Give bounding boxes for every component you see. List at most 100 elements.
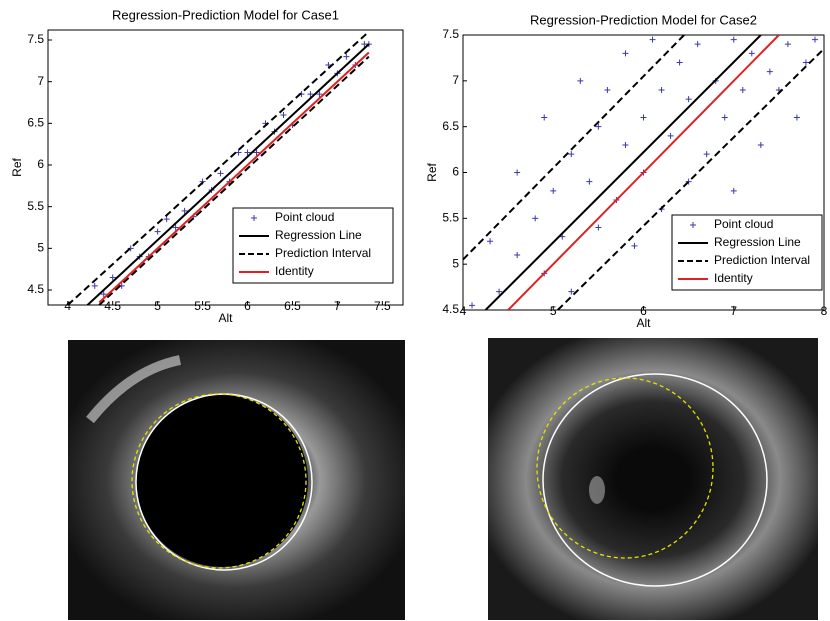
y-tick-label: 7.5 [442,27,459,41]
point [595,224,602,231]
point [568,288,575,295]
line [484,35,762,310]
point [703,151,710,158]
line [86,43,370,305]
point [793,114,800,121]
x-tick-label: 6.5 [284,299,301,313]
chart-title: Regression-Prediction Model for Case1 [112,7,339,22]
point [316,91,323,98]
x-tick-label: 4.5 [104,299,121,313]
point [514,252,521,258]
y-tick-label: 4.5 [27,282,44,296]
y-tick-label: 4.5 [442,302,459,316]
legend-box [671,214,823,291]
point [730,187,737,194]
line [507,35,780,310]
point [172,224,179,231]
point [83,312,89,318]
legend-box [232,207,394,284]
point [649,36,656,43]
point [217,170,224,177]
x-tick-label: 7 [730,304,737,318]
point [694,41,701,48]
y-tick-label: 7.5 [27,32,44,46]
y-tick-label: 6 [37,157,44,171]
point [163,216,170,223]
legend-label: Regression Line [714,235,801,249]
x-tick-label: 4 [460,304,467,318]
line [463,35,824,310]
y-axis-label: Ref [10,158,24,177]
legend-label: Identity [714,271,753,285]
chart: Regression-Prediction Model for Case2 Alt… [425,12,827,330]
point [640,114,647,121]
point [721,114,728,121]
point [532,215,539,222]
legend-marker [690,222,696,228]
x-axis-label: Alt [636,316,651,330]
legend: Point cloud Regression Line Prediction Int… [671,214,823,291]
x-tick-label: 6 [640,304,647,318]
point [802,59,809,66]
x-tick-label: 5.5 [194,299,211,313]
y-tick-label: 5 [452,256,459,270]
point [514,169,521,176]
point [739,87,746,93]
y-tick-label: 7 [452,73,459,87]
point [154,228,161,235]
legend-label: Prediction Interval [714,253,810,267]
legend-label: Regression Line [275,228,362,242]
legend-marker [251,215,257,221]
y-tick-label: 6.5 [442,119,459,133]
point [667,132,674,139]
point [568,151,575,158]
point [127,245,134,252]
x-tick-label: 5 [550,304,557,318]
point [550,187,557,194]
point [811,36,818,43]
point [595,123,602,130]
legend-label: Point cloud [714,217,773,231]
point [487,238,494,245]
line [67,30,370,305]
point [280,112,287,118]
y-tick-label: 7 [37,74,44,88]
legend-label: Prediction Interval [275,246,371,260]
point [757,142,764,148]
y-tick-label: 6.5 [27,116,44,130]
ultrasound-image-2 [488,338,818,620]
point [469,302,476,309]
point [307,91,314,98]
point [685,96,692,103]
point [235,149,242,156]
point [604,87,611,93]
point [541,114,548,121]
y-axis-label: Ref [425,163,439,182]
y-tick-label: 5.5 [27,199,44,213]
point [181,207,188,214]
point [343,53,350,60]
point [784,41,791,48]
point [109,274,116,281]
x-tick-label: 4 [64,299,71,313]
chart: Regression-Prediction Model for Case1 Alt… [10,7,404,325]
plot-content [463,35,824,310]
point [244,149,251,156]
x-tick-label: 5 [154,299,161,313]
point [631,242,638,249]
point [325,62,332,68]
legend-label: Identity [275,264,314,278]
point [748,50,755,57]
point [676,59,683,66]
x-tick-label: 7.5 [374,299,391,313]
line [98,51,370,304]
point [91,282,98,289]
legend-label: Point cloud [275,210,334,224]
x-tick-label: 8 [821,304,828,318]
point [685,178,692,185]
point [586,178,593,185]
point [730,36,737,43]
legend: Point cloud Regression Line Prediction Int… [232,207,394,284]
point [766,68,773,75]
